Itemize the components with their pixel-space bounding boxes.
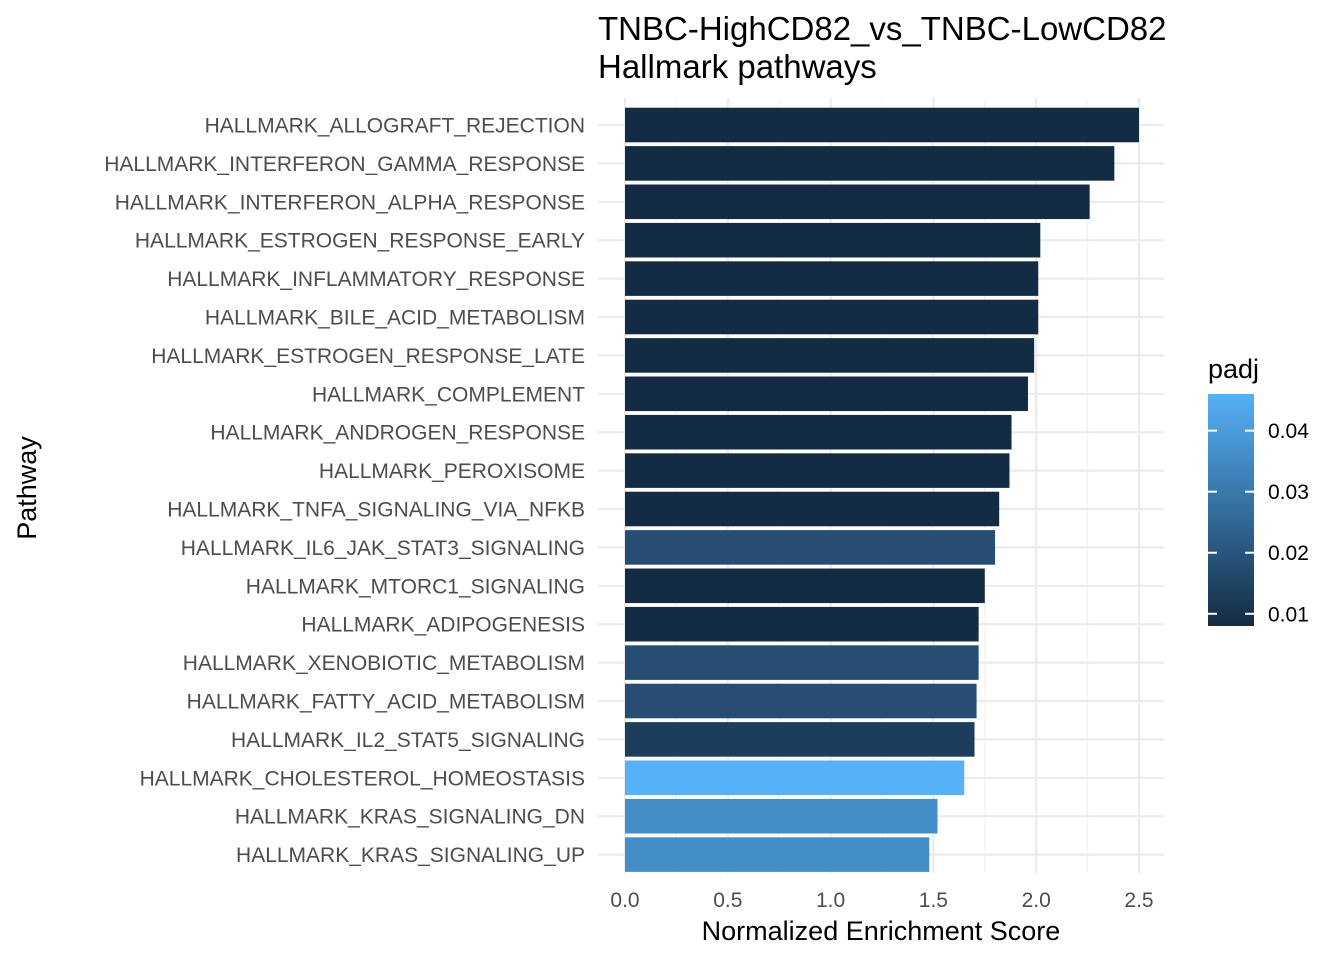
category-label: HALLMARK_ESTROGEN_RESPONSE_EARLY bbox=[135, 230, 585, 253]
category-label: HALLMARK_ANDROGEN_RESPONSE bbox=[210, 422, 585, 445]
bar-hallmark-tnfa-signaling-via-nfkb bbox=[625, 491, 1000, 527]
category-label: HALLMARK_INFLAMMATORY_RESPONSE bbox=[167, 268, 585, 291]
category-label: HALLMARK_MTORC1_SIGNALING bbox=[246, 575, 585, 598]
legend-ticks: 0.01 0.02 0.03 0.04 bbox=[1208, 420, 1309, 626]
category-label: HALLMARK_CHOLESTEROL_HOMEOSTASIS bbox=[140, 767, 585, 790]
x-tick-label: 2.5 bbox=[1124, 889, 1153, 912]
category-label: HALLMARK_IL6_JAK_STAT3_SIGNALING bbox=[181, 537, 585, 560]
category-label: HALLMARK_ADIPOGENESIS bbox=[301, 614, 585, 637]
bar-hallmark-il6-jak-stat3-signaling bbox=[625, 530, 996, 565]
bar-hallmark-complement bbox=[625, 376, 1028, 412]
bar-hallmark-interferon-alpha-response bbox=[625, 184, 1090, 220]
category-label: HALLMARK_INTERFERON_GAMMA_RESPONSE bbox=[104, 153, 585, 176]
chart-subtitle: Hallmark pathways bbox=[598, 48, 877, 85]
category-label: HALLMARK_TNFA_SIGNALING_VIA_NFKB bbox=[167, 499, 585, 522]
bar-hallmark-allograft-rejection bbox=[625, 107, 1139, 143]
category-label: HALLMARK_KRAS_SIGNALING_UP bbox=[236, 844, 585, 867]
y-axis-title: Pathway bbox=[12, 436, 42, 540]
bar-hallmark-adipogenesis bbox=[625, 606, 979, 642]
bar-hallmark-estrogen-response-early bbox=[625, 222, 1041, 258]
legend-title: padj bbox=[1208, 354, 1259, 384]
chart-title: TNBC-HighCD82_vs_TNBC-LowCD82 bbox=[598, 10, 1167, 47]
legend-tick-label: 0.02 bbox=[1268, 542, 1309, 565]
bar-hallmark-kras-signaling-up bbox=[625, 837, 930, 872]
x-axis-title: Normalized Enrichment Score bbox=[702, 916, 1061, 946]
bar-hallmark-androgen-response bbox=[625, 414, 1012, 450]
x-tick-label: 0.5 bbox=[713, 889, 742, 912]
legend-tick-label: 0.01 bbox=[1268, 603, 1309, 626]
bar-hallmark-il2-stat5-signaling bbox=[625, 722, 975, 757]
category-label: HALLMARK_ALLOGRAFT_REJECTION bbox=[205, 115, 585, 138]
bar-hallmark-cholesterol-homeostasis bbox=[625, 760, 965, 796]
x-tick-label: 1.5 bbox=[919, 889, 948, 912]
x-tick-label: 2.0 bbox=[1022, 889, 1051, 912]
legend-tick-label: 0.04 bbox=[1268, 420, 1309, 443]
bar-hallmark-kras-signaling-dn bbox=[625, 798, 938, 834]
legend-colorbar bbox=[1208, 394, 1254, 626]
legend: padj 0.01 0.02 0.03 0.04 bbox=[1208, 354, 1309, 626]
category-label: HALLMARK_FATTY_ACID_METABOLISM bbox=[187, 691, 585, 714]
x-tick-label: 1.0 bbox=[816, 889, 845, 912]
bar-hallmark-bile-acid-metabolism bbox=[625, 299, 1039, 335]
legend-tick-label: 0.03 bbox=[1268, 481, 1309, 504]
category-label: HALLMARK_KRAS_SIGNALING_DN bbox=[235, 806, 585, 829]
bar-hallmark-fatty-acid-metabolism bbox=[625, 683, 977, 719]
bar-hallmark-estrogen-response-late bbox=[625, 338, 1035, 373]
bar-hallmark-mtorc1-signaling bbox=[625, 568, 985, 604]
category-label: HALLMARK_ESTROGEN_RESPONSE_LATE bbox=[151, 345, 585, 368]
bar-hallmark-interferon-gamma-response bbox=[625, 146, 1115, 181]
x-tick-label: 0.0 bbox=[610, 889, 639, 912]
category-label: HALLMARK_BILE_ACID_METABOLISM bbox=[205, 307, 585, 330]
category-label: HALLMARK_PEROXISOME bbox=[319, 460, 585, 483]
x-tick-labels: 0.0 0.5 1.0 1.5 2.0 2.5 bbox=[610, 889, 1153, 912]
bars bbox=[625, 107, 1139, 872]
category-labels: HALLMARK_ALLOGRAFT_REJECTION HALLMARK_INT… bbox=[104, 115, 585, 868]
category-label: HALLMARK_IL2_STAT5_SIGNALING bbox=[231, 729, 585, 752]
category-label: HALLMARK_COMPLEMENT bbox=[312, 383, 585, 406]
bar-hallmark-xenobiotic-metabolism bbox=[625, 645, 979, 680]
bar-hallmark-inflammatory-response bbox=[625, 261, 1039, 296]
category-label: HALLMARK_INTERFERON_ALPHA_RESPONSE bbox=[115, 191, 585, 214]
bar-hallmark-peroxisome bbox=[625, 453, 1010, 488]
category-label: HALLMARK_XENOBIOTIC_METABOLISM bbox=[183, 652, 585, 675]
